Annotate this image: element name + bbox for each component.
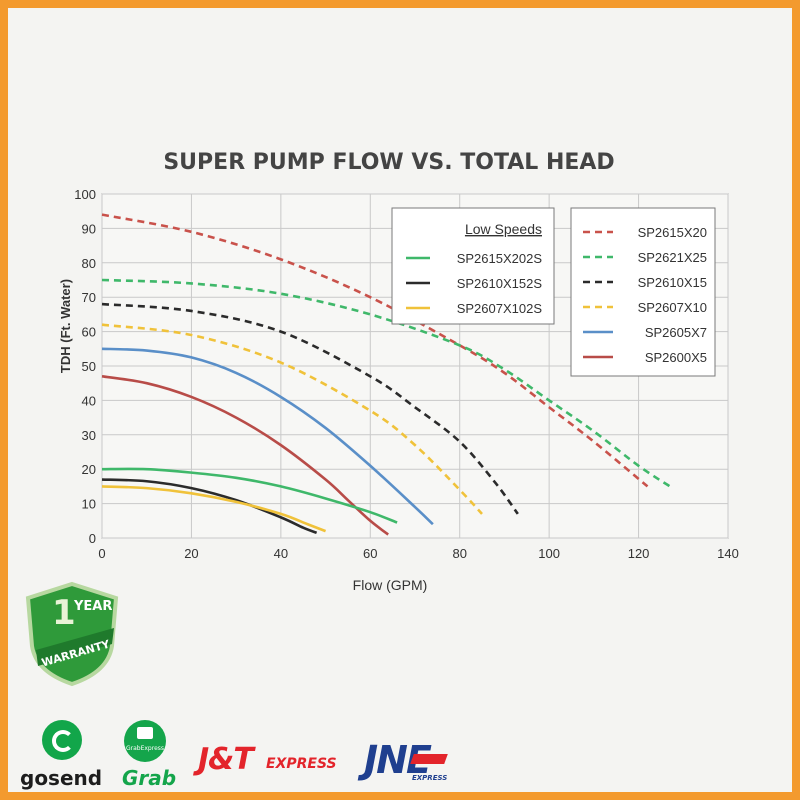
y-tick-label: 80 [82,256,96,271]
legend-entry: SP2607X102S [457,301,543,316]
legend-main [570,207,716,377]
legend-entry: SP2607X10 [638,300,707,315]
y-tick-label: 20 [82,462,96,477]
gosend-text: gosend [20,766,103,790]
series-line-sp2615x202s [101,467,398,524]
grab-express-text: GrabExpress [125,745,165,752]
series-line-sp2610x15 [101,302,519,515]
gosend-icon [42,720,82,760]
jne-logo: JNE EXPRESS [360,738,470,788]
y-tick-label: 90 [82,221,96,236]
x-tick-label: 140 [717,546,739,561]
series-line-sp2607x10 [101,323,484,515]
gosend-logo: gosend [16,720,112,790]
legend-entry: SP2610X152S [457,276,543,291]
legend-entry: SP2605X7 [645,325,707,340]
warranty-year: YEAR [73,599,112,614]
grab-logo: GrabExpress Grab [118,720,188,790]
x-tick-label: 0 [98,546,105,561]
x-tick-label: 120 [628,546,650,561]
grab-text: Grab [122,766,177,790]
legend-low-speeds-title: Low Speeds [465,221,542,237]
chart-title: SUPER PUMP FLOW VS. TOTAL HEAD [163,150,614,175]
grab-express-icon: GrabExpress [124,720,166,762]
series-line-sp2621x25 [101,278,671,488]
pump-chart: SUPER PUMP FLOW VS. TOTAL HEAD 0 20 40 60 80… [58,150,739,593]
legend-entry: SP2615X20 [638,225,707,240]
warranty-number: 1 [52,593,76,633]
series-line-sp2607x102s [101,485,327,533]
jne-express-text: EXPRESS [412,774,448,782]
x-axis-label: Flow (GPM) [353,577,428,593]
x-tick-label: 20 [184,546,198,561]
series-line-sp2605x7 [101,347,434,526]
x-tick-label: 100 [538,546,560,561]
y-tick-label: 0 [89,531,96,546]
legend-entry: SP2621X25 [638,250,707,265]
y-tick-label: 60 [82,325,96,340]
y-tick-label: 70 [82,290,96,305]
y-tick-label: 50 [82,359,96,374]
x-tick-label: 80 [452,546,466,561]
x-tick-label: 40 [274,546,288,561]
legend-entry: SP2610X15 [638,275,707,290]
warranty-badge: 1 YEAR WARRANTY [22,580,122,688]
series-line-sp2600x5 [101,375,389,536]
jnt-express-text: EXPRESS [266,756,337,772]
legend-low-speeds [391,207,555,325]
x-tick-label: 60 [363,546,377,561]
series-line-sp2610x152s [101,478,318,535]
warranty-shield-icon: 1 YEAR WARRANTY [25,581,119,687]
y-tick-label: 10 [82,497,96,512]
legend-entry: SP2615X202S [457,251,543,266]
legend-entry: SP2600X5 [645,350,707,365]
y-tick-label: 30 [82,428,96,443]
y-axis-label: TDH (Ft. Water) [58,279,73,373]
courier-logos: gosend GrabExpress Grab J&T EXPRESS JNE … [8,708,792,792]
jnt-logo: J&T EXPRESS [198,742,348,784]
y-tick-label: 100 [74,187,96,202]
series-line-sp2615x20 [101,213,649,488]
jnt-text: J&T [198,742,254,777]
y-tick-label: 40 [82,393,96,408]
